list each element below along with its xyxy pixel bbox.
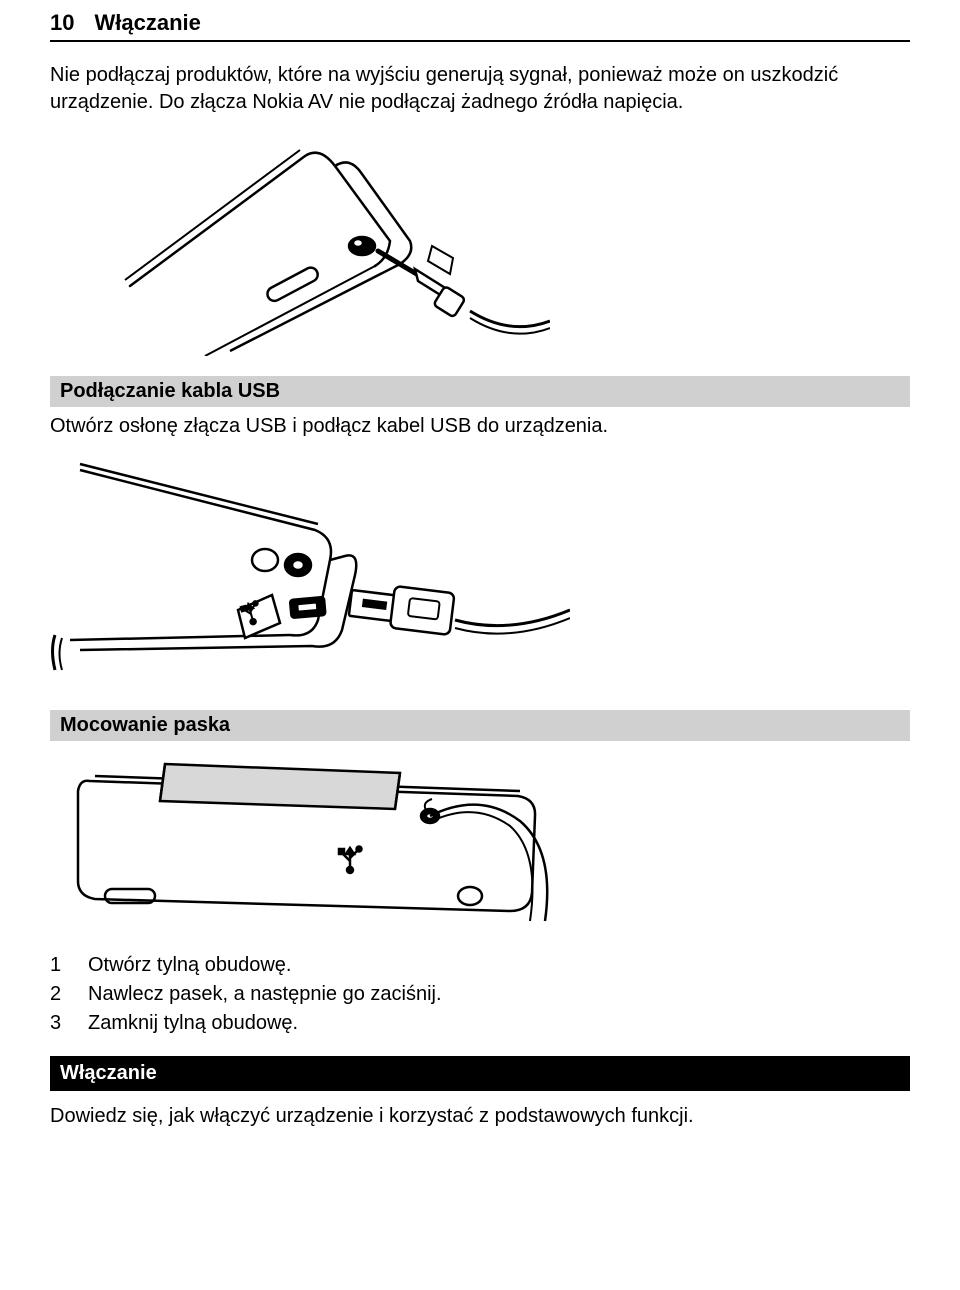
av-jack-illustration: [50, 146, 910, 356]
step-text: Zamknij tylną obudowę.: [88, 1009, 298, 1038]
bottom-black-bar: Włączanie: [50, 1056, 910, 1091]
strap-step-1: 1 Otwórz tylną obudowę.: [50, 951, 910, 980]
step-number: 1: [50, 951, 70, 980]
step-number: 3: [50, 1009, 70, 1038]
step-text: Otwórz tylną obudowę.: [88, 951, 291, 980]
usb-illustration: [50, 460, 910, 690]
header-title: Włączanie: [94, 10, 200, 36]
step-number: 2: [50, 980, 70, 1009]
usb-section-header: Podłączanie kabla USB: [50, 376, 910, 407]
footer-paragraph: Dowiedz się, jak włączyć urządzenie i ko…: [50, 1105, 910, 1128]
page-header: 10 Włączanie: [50, 0, 910, 42]
strap-illustration: [50, 761, 910, 931]
usb-section-text: Otwórz osłonę złącza USB i podłącz kabel…: [50, 413, 910, 440]
step-text: Nawlecz pasek, a następnie go zaciśnij.: [88, 980, 442, 1009]
intro-paragraph: Nie podłączaj produktów, które na wyjści…: [50, 62, 910, 116]
strap-step-3: 3 Zamknij tylną obudowę.: [50, 1009, 910, 1038]
strap-step-2: 2 Nawlecz pasek, a następnie go zaciśnij…: [50, 980, 910, 1009]
strap-section-header: Mocowanie paska: [50, 710, 910, 741]
page-number: 10: [50, 10, 74, 36]
